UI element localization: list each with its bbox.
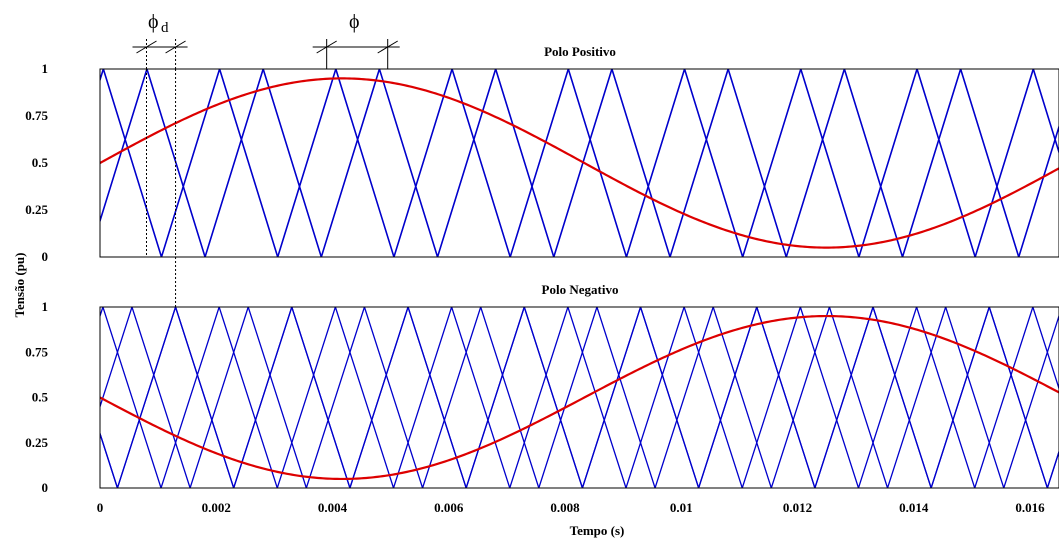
carrier-wave-2 bbox=[100, 69, 1059, 257]
x-tick-label: 0.014 bbox=[899, 500, 929, 515]
panel-frame bbox=[99, 68, 1059, 258]
panel-title: Polo Negativo bbox=[542, 282, 619, 297]
carrier-group bbox=[100, 69, 1059, 257]
panel-title: Polo Positivo bbox=[544, 44, 616, 59]
carrier-group bbox=[100, 307, 1059, 488]
phi-label: ϕ bbox=[349, 11, 360, 33]
x-tick-label: 0.012 bbox=[783, 500, 812, 515]
x-tick-label: 0.004 bbox=[318, 500, 348, 515]
reference-sine bbox=[100, 77, 1059, 249]
x-tick-label: 0.008 bbox=[550, 500, 580, 515]
carrier-wave-3 bbox=[100, 307, 1059, 488]
x-tick-label: 0.006 bbox=[434, 500, 464, 515]
panel-positive: 0 0.25 0.5 0.75 1 Polo Positivo bbox=[25, 44, 1059, 264]
y-tick-label: 0 bbox=[42, 480, 49, 495]
y-tick-label: 0.5 bbox=[32, 155, 49, 170]
y-tick-label: 0.25 bbox=[25, 435, 48, 450]
y-axis-label: Tensão (pu) bbox=[12, 253, 27, 318]
phi-d-subscript: d bbox=[161, 20, 169, 36]
y-tick-label: 1 bbox=[42, 299, 49, 314]
x-tick-label: 0 bbox=[97, 500, 104, 515]
phi-d-label: ϕ bbox=[148, 11, 159, 33]
panel-frame bbox=[99, 306, 1059, 489]
carrier-wave-1 bbox=[100, 69, 1059, 257]
x-tick-label: 0.01 bbox=[670, 500, 693, 515]
x-axis-label: Tempo (s) bbox=[570, 523, 625, 538]
carrier-wave-4 bbox=[100, 307, 1059, 488]
carrier-wave-4 bbox=[100, 69, 1059, 257]
y-tick-label: 0.75 bbox=[25, 344, 48, 359]
y-tick-label: 0 bbox=[42, 249, 49, 264]
y-tick-label: 0.25 bbox=[25, 202, 48, 217]
phase-annotations: ϕ d ϕ bbox=[132, 11, 400, 307]
carrier-wave-3 bbox=[100, 69, 1059, 257]
carrier-wave-2 bbox=[100, 307, 1059, 488]
x-tick-label: 0.016 bbox=[1015, 500, 1045, 515]
plot-area: 0 0.25 0.5 0.75 1 Polo Positivo 0 0.25 0.5 0.75 1 P… bbox=[25, 44, 1059, 515]
reference-sine bbox=[100, 314, 1059, 481]
y-tick-label: 0.5 bbox=[32, 390, 49, 405]
panel-negative: 0 0.25 0.5 0.75 1 Polo Negativo bbox=[25, 282, 1059, 495]
y-tick-label: 0.75 bbox=[25, 108, 48, 123]
x-tick-label: 0.002 bbox=[202, 500, 231, 515]
y-tick-label: 1 bbox=[42, 61, 49, 76]
